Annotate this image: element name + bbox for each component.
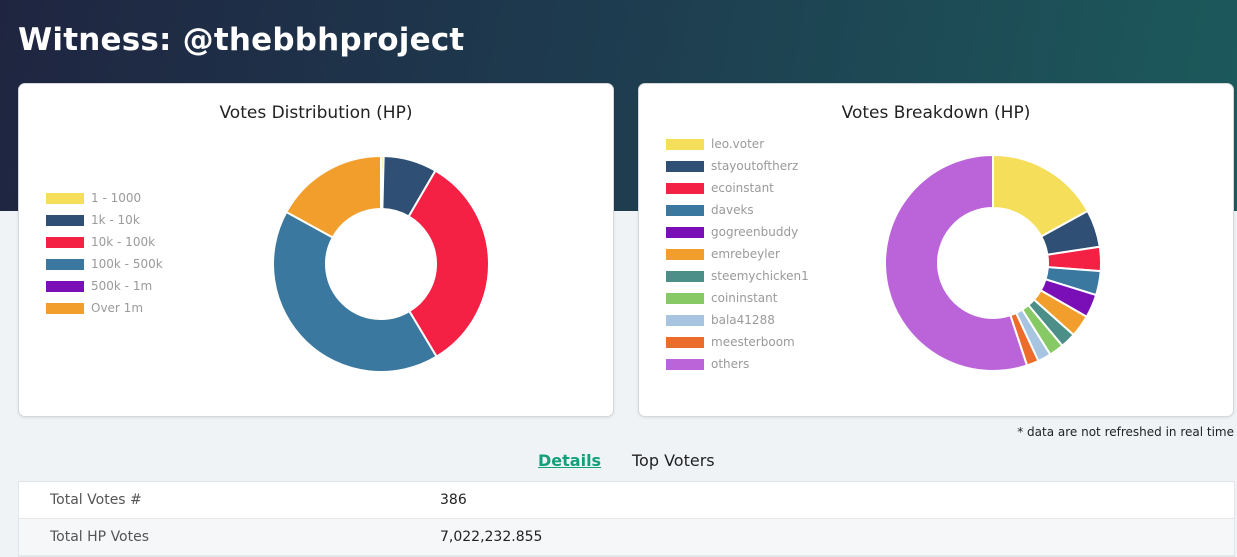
- legend-swatch: [666, 138, 704, 150]
- legend-label: coininstant: [711, 291, 778, 305]
- votes-distribution-donut: [272, 155, 490, 373]
- row-value: 386: [440, 492, 467, 508]
- legend-label: daveks: [711, 203, 754, 217]
- legend-item[interactable]: others: [666, 353, 809, 375]
- legend-label: gogreenbuddy: [711, 225, 799, 239]
- legend-swatch: [666, 226, 704, 238]
- legend-item[interactable]: steemychicken1: [666, 265, 809, 287]
- legend-item[interactable]: 10k - 100k: [46, 231, 163, 253]
- legend-swatch: [46, 302, 84, 314]
- legend-label: emrebeyler: [711, 247, 780, 261]
- legend-swatch: [46, 192, 84, 204]
- legend-swatch: [666, 358, 704, 370]
- legend-label: leo.voter: [711, 137, 765, 151]
- legend-swatch: [46, 236, 84, 248]
- legend-swatch: [666, 182, 704, 194]
- details-table: Total Votes # 386 Total HP Votes 7,022,2…: [18, 481, 1235, 557]
- legend-item[interactable]: 1k - 10k: [46, 209, 163, 231]
- donut-slice[interactable]: [884, 154, 1029, 372]
- legend-item[interactable]: gogreenbuddy: [666, 221, 809, 243]
- row-value: 7,022,232.855: [440, 529, 543, 545]
- tab-top-voters[interactable]: Top Voters: [632, 451, 715, 470]
- legend-label: Over 1m: [91, 301, 144, 315]
- table-row: Total HP Votes 7,022,232.855: [19, 519, 1234, 556]
- row-label: Total Votes #: [50, 492, 142, 508]
- legend-label: 10k - 100k: [91, 235, 156, 249]
- legend-label: steemychicken1: [711, 269, 809, 283]
- votes-breakdown-legend: leo.voter stayoutoftherz ecoinstant dave…: [666, 133, 809, 375]
- legend-swatch: [46, 258, 84, 270]
- donut-slice[interactable]: [407, 169, 490, 358]
- legend-swatch: [666, 314, 704, 326]
- legend-swatch: [46, 214, 84, 226]
- legend-label: 1k - 10k: [91, 213, 140, 227]
- legend-swatch: [666, 336, 704, 348]
- legend-item[interactable]: emrebeyler: [666, 243, 809, 265]
- legend-item[interactable]: coininstant: [666, 287, 809, 309]
- legend-swatch: [46, 280, 84, 292]
- page-title: Witness: @thebbhproject: [18, 22, 465, 58]
- legend-item[interactable]: daveks: [666, 199, 809, 221]
- table-row: Total Votes # 386: [19, 482, 1234, 519]
- donut-slice[interactable]: [272, 210, 438, 373]
- legend-item[interactable]: bala41288: [666, 309, 809, 331]
- legend-item[interactable]: 500k - 1m: [46, 275, 163, 297]
- votes-breakdown-title: Votes Breakdown (HP): [841, 103, 1031, 123]
- legend-swatch: [666, 292, 704, 304]
- donut-slice[interactable]: [285, 155, 382, 239]
- legend-item[interactable]: stayoutoftherz: [666, 155, 809, 177]
- legend-swatch: [666, 248, 704, 260]
- legend-label: meesterboom: [711, 335, 795, 349]
- legend-label: ecoinstant: [711, 181, 774, 195]
- legend-label: 100k - 500k: [91, 257, 163, 271]
- legend-item[interactable]: ecoinstant: [666, 177, 809, 199]
- legend-label: bala41288: [711, 313, 775, 327]
- legend-swatch: [666, 160, 704, 172]
- votes-distribution-card: Votes Distribution (HP) 1 - 1000 1k - 10…: [18, 83, 614, 417]
- votes-breakdown-donut: [884, 154, 1102, 372]
- legend-swatch: [666, 204, 704, 216]
- legend-item[interactable]: leo.voter: [666, 133, 809, 155]
- refresh-footnote: * data are not refreshed in real time: [1017, 425, 1234, 439]
- legend-label: 500k - 1m: [91, 279, 153, 293]
- legend-label: others: [711, 357, 750, 371]
- votes-distribution-title: Votes Distribution (HP): [219, 103, 413, 123]
- legend-swatch: [666, 270, 704, 282]
- tab-details[interactable]: Details: [538, 451, 602, 470]
- row-label: Total HP Votes: [50, 529, 150, 545]
- votes-distribution-legend: 1 - 1000 1k - 10k 10k - 100k 100k - 500k…: [46, 187, 163, 319]
- legend-item[interactable]: 100k - 500k: [46, 253, 163, 275]
- legend-item[interactable]: 1 - 1000: [46, 187, 163, 209]
- legend-label: stayoutoftherz: [711, 159, 799, 173]
- legend-item[interactable]: meesterboom: [666, 331, 809, 353]
- legend-label: 1 - 1000: [91, 191, 142, 205]
- legend-item[interactable]: Over 1m: [46, 297, 163, 319]
- detail-tabs: Details Top Voters: [0, 451, 1237, 473]
